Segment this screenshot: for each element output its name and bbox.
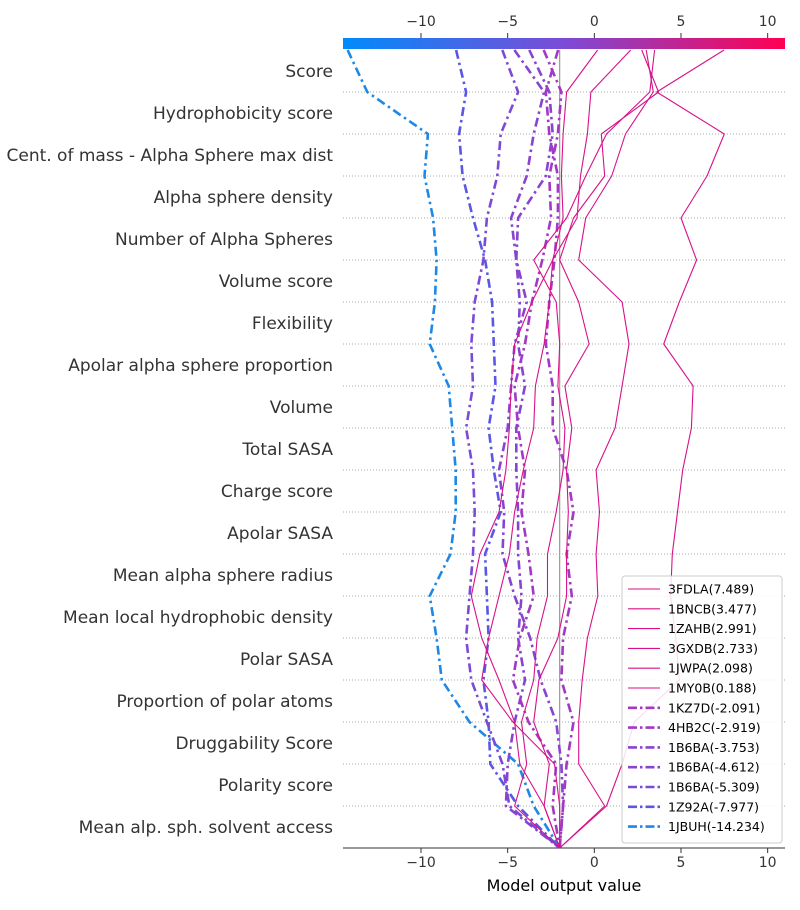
decision-line [559,49,654,849]
feature-label: Hydrophobicity score [153,104,333,124]
legend-entry: 1B6BA(-5.309) [668,780,760,795]
x-tick-label-top: 0 [590,14,599,30]
x-tick-label-bottom: −5 [497,855,518,871]
feature-label: Total SASA [241,440,333,460]
decision-line [514,49,656,849]
decision-line [481,49,632,848]
legend-box [621,575,783,844]
decision-line [533,49,660,849]
legend-entry: 1MY0B(0.188) [668,681,756,696]
feature-label: Druggability Score [175,734,333,754]
feature-label: Apolar alpha sphere proportion [68,356,333,376]
x-tick-label-bottom: 0 [590,855,599,871]
feature-label: Polarity score [218,776,333,796]
feature-label: Polar SASA [240,650,333,670]
decision-line [511,49,563,849]
decision-line [470,49,599,849]
feature-label: Cent. of mass - Alpha Sphere max dist [6,146,333,166]
decision-lines [346,49,725,850]
legend-entry: 1JWPA(2.098) [668,661,753,676]
legend-entry: 1ZAHB(2.991) [668,621,757,636]
x-tick-label-top: 5 [677,14,686,30]
legend-entry: 1B6BA(-4.612) [668,760,760,775]
x-tick-label-bottom: 10 [759,855,777,871]
x-tick-label-top: 10 [759,14,777,30]
feature-label: Mean local hydrophobic density [63,608,333,628]
x-axis-title: Model output value [487,876,642,895]
decision-line [504,49,561,850]
legend-entry: 1JBUH(-14.234) [668,819,765,834]
decision-line [346,49,561,849]
legend-entry: 1BNCB(3.477) [668,601,757,616]
legend-entry: 1KZ7D(-2.091) [668,700,760,715]
x-tick-label-bottom: 5 [677,855,686,871]
feature-label: Volume score [219,272,333,292]
legend-entry: 3FDLA(7.489) [668,582,754,597]
feature-label: Volume [270,398,333,418]
x-tick-label-top: −5 [497,14,518,30]
legend-entry: 4HB2C(-2.919) [668,720,761,735]
feature-label: Alpha sphere density [154,188,333,208]
feature-label: Score [285,62,333,82]
legend: 3FDLA(7.489) 1BNCB(3.477) 1ZAHB(2.991) 3GXD… [621,575,783,844]
feature-label: Charge score [221,482,333,502]
legend-entry: 3GXDB(2.733) [668,641,758,656]
feature-label: Mean alpha sphere radius [113,566,333,586]
feature-label: Number of Alpha Spheres [115,230,333,250]
x-tick-label-bottom: −10 [406,855,436,871]
x-axis: −10 −10 −5 −5 0 0 5 5 10 10 [343,14,785,871]
feature-label: Mean alp. sph. solvent access [79,818,333,838]
colorbar [343,38,785,49]
feature-label: Proportion of polar atoms [116,692,333,712]
decision-line [464,49,561,849]
legend-entry: 1B6BA(-3.753) [668,740,760,755]
feature-label: Flexibility [252,314,333,334]
decision-line [497,49,565,849]
legend-entry: 1Z92A(-7.977) [668,799,759,814]
x-tick-label-top: −10 [406,14,436,30]
decision-line [454,49,561,849]
feature-labels: Score Hydrophobicity score Cent. of mass -… [6,62,333,838]
feature-label: Apolar SASA [227,524,333,544]
decision-line [544,49,575,849]
